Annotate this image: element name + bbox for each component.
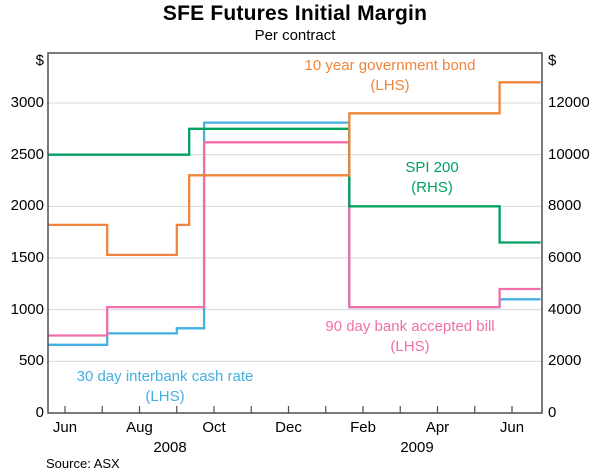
right-axis-tick-label: 8000	[548, 197, 582, 215]
left-axis-tick-label: 2000	[10, 197, 44, 215]
series-line-10-year-government-bond	[48, 81, 541, 257]
series-label-name: 10 year government bond	[304, 57, 476, 74]
left-axis-tick-label: 1500	[10, 249, 44, 266]
x-axis-tick-label: Apr	[425, 419, 450, 436]
x-axis-tick-label: Oct	[202, 419, 226, 436]
series-label-spi-200: SPI 200 (RHS)	[405, 158, 458, 197]
right-axis-tick-label: 2000	[548, 352, 582, 370]
right-axis-tick-label: 12000	[548, 94, 590, 111]
series-label-scope: (LHS)	[370, 76, 410, 94]
x-axis-tick-label: Dec	[275, 419, 302, 436]
chart-title: SFE Futures Initial Margin	[162, 2, 428, 25]
x-axis-tick-label: Feb	[350, 419, 376, 436]
left-axis-unit: $	[35, 52, 44, 69]
series-label-name: 30 day interbank cash rate	[76, 368, 254, 385]
right-axis-tick-label: 0	[548, 404, 557, 421]
x-axis-year-label: 2008	[153, 439, 187, 456]
left-axis-tick-label: 3000	[10, 94, 44, 111]
right-axis-unit: $	[548, 52, 557, 69]
left-axis-tick-label: 2500	[10, 145, 44, 163]
series-label-scope: (LHS)	[390, 337, 430, 355]
series-line-spi-200	[48, 127, 541, 244]
x-axis-tick-label: Jun	[52, 419, 78, 436]
right-axis-tick-label: 10000	[548, 145, 590, 163]
left-axis-tick-label: 0	[35, 404, 44, 421]
left-axis-tick-label: 1000	[10, 300, 44, 318]
series-label-name: 90 day bank accepted bill	[325, 318, 495, 335]
series-line-30-day-interbank-cash-rate	[48, 121, 541, 346]
right-axis-tick-label: 6000	[548, 249, 582, 266]
series-label-name: SPI 200	[405, 159, 459, 176]
series-line-90-day-bank-accepted-bill	[48, 141, 541, 337]
x-axis-tick-label: Aug	[126, 419, 153, 436]
x-axis-year-label: 2009	[400, 439, 434, 456]
series-label-90-day-bank-accepted-bill: 90 day bank accepted bill (LHS)	[325, 317, 494, 356]
series-label-scope: (LHS)	[145, 387, 185, 405]
source-note: Source: ASX	[46, 456, 120, 471]
series-label-30-day-interbank-cash-rate: 30 day interbank cash rate (LHS)	[77, 367, 254, 406]
x-axis-tick-label: Jun	[499, 419, 525, 436]
right-axis-tick-label: 4000	[548, 300, 582, 318]
left-axis-tick-label: 500	[18, 352, 44, 370]
series-label-10-year-government-bond: 10 year government bond (LHS)	[305, 56, 476, 95]
chart-subtitle: Per contract	[254, 27, 336, 44]
series-label-scope: (RHS)	[411, 178, 453, 196]
plot-frame	[47, 52, 543, 414]
